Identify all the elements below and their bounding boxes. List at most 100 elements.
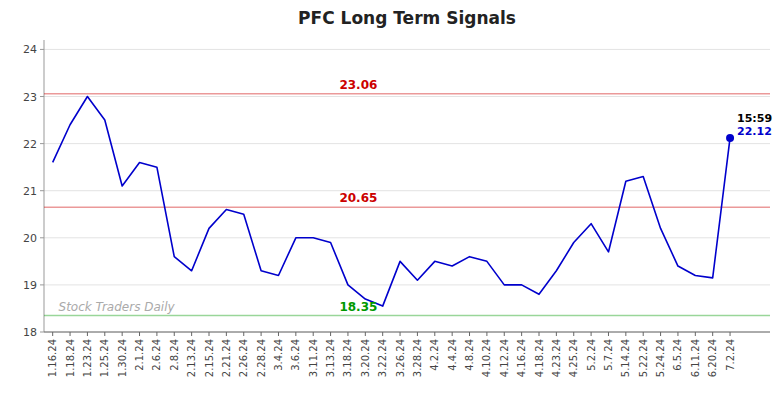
tick (486, 332, 487, 336)
grid-line (44, 237, 770, 238)
tick-label: 4.4.24 (447, 339, 458, 371)
tick (243, 332, 244, 336)
tick-label: 20 (23, 232, 37, 245)
watermark: Stock Traders Daily (59, 300, 176, 314)
tick (52, 332, 53, 336)
tick (156, 332, 157, 336)
tick-label: 6.5.24 (672, 339, 683, 371)
grid-line (44, 284, 770, 285)
tick (521, 332, 522, 336)
tick-label: 3.20.24 (360, 339, 371, 377)
tick-label: 19 (23, 279, 37, 292)
chart: PFC Long Term Signals181920212223241.16.… (0, 0, 784, 398)
chart-container: PFC Long Term Signals181920212223241.16.… (0, 0, 784, 398)
tick (313, 332, 314, 336)
tick-label: 4.23.24 (551, 339, 562, 377)
tick-label: 3.4.24 (273, 339, 284, 371)
tick (209, 332, 210, 336)
tick-label: 2.28.24 (256, 339, 267, 377)
tick (330, 332, 331, 336)
tick (573, 332, 574, 336)
tick (104, 332, 105, 336)
tick-label: 3.13.24 (325, 339, 336, 377)
reference-label: 23.06 (339, 78, 377, 92)
reference-label: 20.65 (339, 191, 377, 205)
tick (40, 332, 44, 333)
tick (712, 332, 713, 336)
last-price-label: 22.12 (737, 125, 772, 138)
grid-line (44, 96, 770, 97)
tick (40, 190, 44, 191)
tick-label: 1.25.24 (99, 339, 110, 377)
tick (174, 332, 175, 336)
tick (382, 332, 383, 336)
tick-label: 1.18.24 (65, 339, 76, 377)
tick-label: 4.18.24 (534, 339, 545, 377)
tick-label: 4.12.24 (499, 339, 510, 377)
tick (417, 332, 418, 336)
reference-line (44, 206, 770, 208)
tick-label: 3.6.24 (290, 339, 301, 371)
tick (347, 332, 348, 336)
tick (591, 332, 592, 336)
price-line (53, 97, 730, 307)
reference-line (44, 93, 770, 95)
y-axis-line (44, 40, 45, 332)
tick (122, 332, 123, 336)
tick-label: 2.26.24 (238, 339, 249, 377)
grid-line (44, 49, 770, 50)
tick-label: 18 (23, 326, 37, 339)
tick (556, 332, 557, 336)
tick (400, 332, 401, 336)
tick (504, 332, 505, 336)
tick-label: 2.8.24 (169, 339, 180, 371)
tick (295, 332, 296, 336)
reference-label: 18.35 (339, 300, 377, 314)
tick (730, 332, 731, 336)
tick-label: 21 (23, 185, 37, 198)
tick-label: 5.24.24 (655, 339, 666, 377)
tick-label: 3.22.24 (377, 339, 388, 377)
tick-label: 2.6.24 (151, 339, 162, 371)
tick-label: 4.8.24 (464, 339, 475, 371)
tick (40, 143, 44, 144)
tick-label: 1.16.24 (47, 339, 58, 377)
y-axis: 18192021222324 (23, 40, 770, 339)
x-axis: 1.16.241.18.241.23.241.25.241.30.242.1.2… (47, 332, 735, 377)
tick (40, 96, 44, 97)
tick-label: 2.1.24 (134, 339, 145, 371)
tick-label: 3.28.24 (412, 339, 423, 377)
tick (643, 332, 644, 336)
tick-label: 2.13.24 (186, 339, 197, 377)
tick-label: 4.25.24 (568, 339, 579, 377)
tick-label: 3.11.24 (308, 339, 319, 377)
tick-label: 3.18.24 (342, 339, 353, 377)
plot-area (44, 94, 770, 316)
tick (539, 332, 540, 336)
tick (695, 332, 696, 336)
tick-label: 5.2.24 (586, 339, 597, 371)
tick-label: 5.22.24 (638, 339, 649, 377)
tick-label: 1.30.24 (117, 339, 128, 377)
grid-line (44, 143, 770, 144)
tick (677, 332, 678, 336)
tick-label: 2.15.24 (204, 339, 215, 377)
grid-line (44, 332, 770, 333)
tick (40, 237, 44, 238)
tick (625, 332, 626, 336)
tick (87, 332, 88, 336)
tick (70, 332, 71, 336)
tick (139, 332, 140, 336)
tick-label: 4.10.24 (481, 339, 492, 377)
tick (226, 332, 227, 336)
tick (660, 332, 661, 336)
x-axis-line (44, 332, 770, 333)
time-label: 15:59 (737, 112, 772, 125)
tick (365, 332, 366, 336)
tick-label: 6.20.24 (707, 339, 718, 377)
tick-label: 5.7.24 (603, 339, 614, 371)
tick-label: 22 (23, 138, 37, 151)
tick-label: 4.16.24 (516, 339, 527, 377)
tick (191, 332, 192, 336)
last-point (726, 134, 734, 142)
